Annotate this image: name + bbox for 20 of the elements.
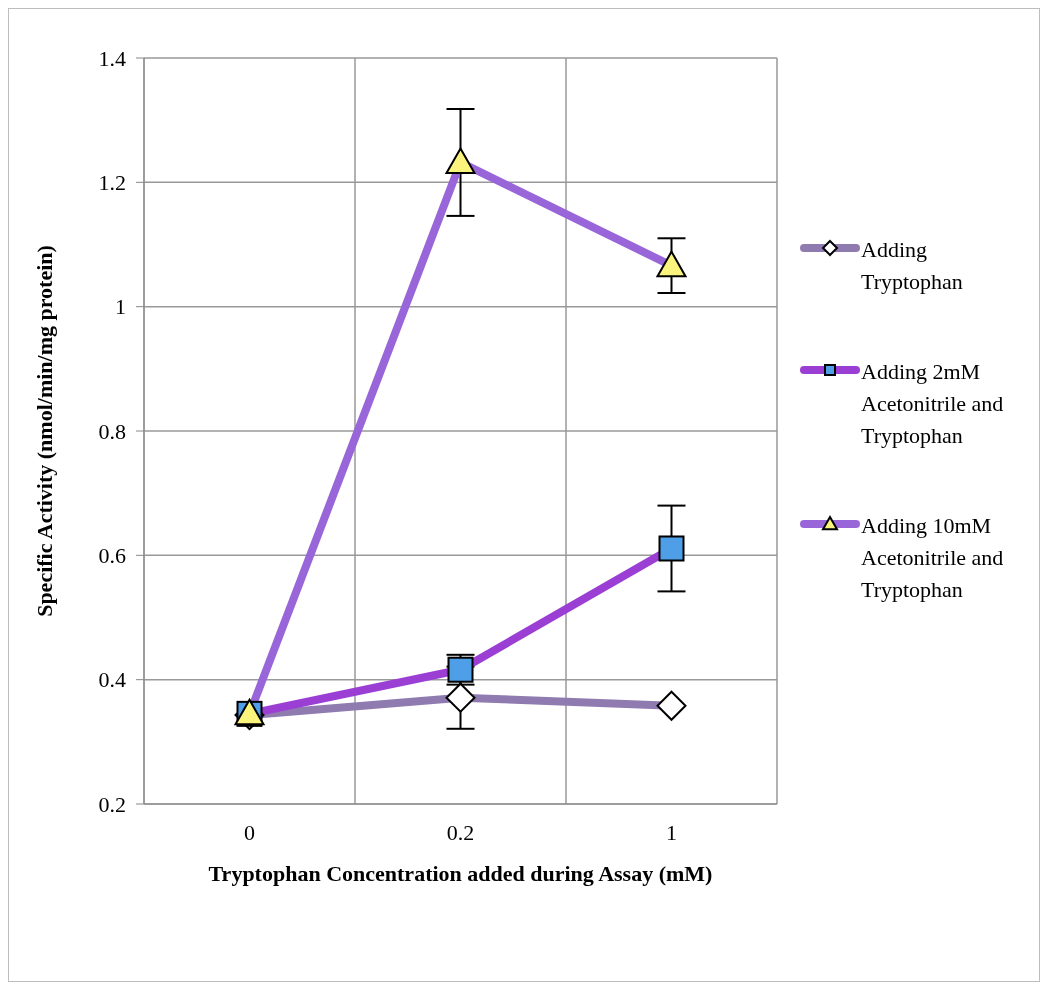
legend-label: Adding Tryptophan (861, 236, 964, 296)
y-tick-label: 1.4 (98, 45, 126, 71)
y-tick-label: 0.6 (98, 543, 126, 569)
x-tick-label: 1 (666, 819, 677, 845)
x-axis-title: Tryptophan Concentration added during Assay (mM) (208, 861, 713, 886)
y-tick-label: 1.2 (98, 170, 126, 196)
x-tick-label: 0.2 (446, 819, 475, 845)
y-tick-label: 0.4 (98, 667, 126, 693)
point (656, 690, 687, 721)
point (656, 250, 687, 278)
point (445, 682, 476, 713)
y-axis-title: Specific Activity (nmol/min/mg protein) (31, 245, 57, 617)
y-tick-label: 0.2 (98, 791, 126, 817)
x-tick-label: 0 (244, 819, 255, 845)
legend-label: Adding 10mM Acetonitrile and Tryptophan (861, 512, 1005, 604)
y-tick-label: 0.8 (98, 418, 126, 444)
legend-label: Adding 2mM Acetonitrile and Tryptophan (861, 358, 1005, 450)
point (658, 535, 685, 562)
y-tick-label: 1 (115, 294, 126, 320)
point (445, 147, 476, 174)
